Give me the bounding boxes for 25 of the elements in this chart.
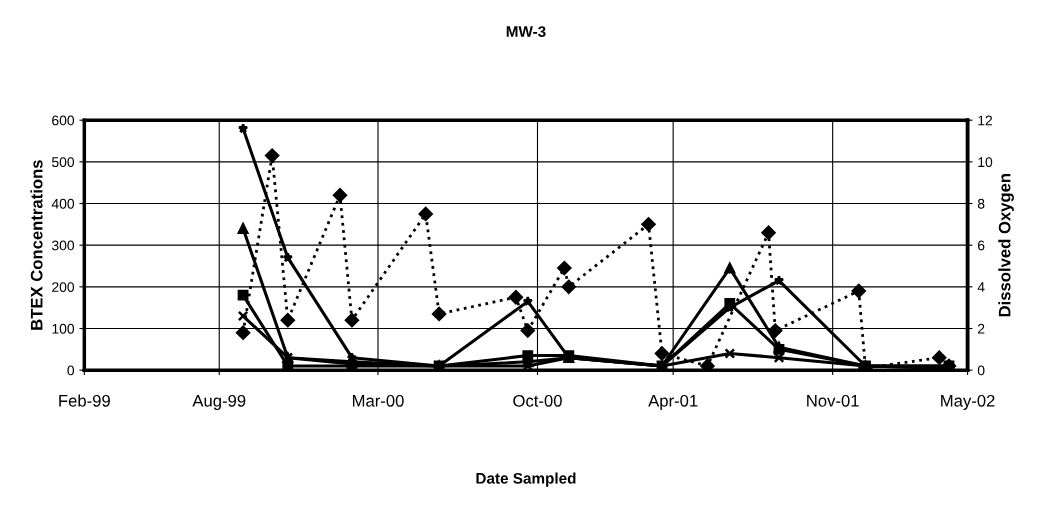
x-tick-label: Aug-99 xyxy=(192,394,246,411)
y2-tick-label: 10 xyxy=(978,157,993,168)
y-tick-label: 0 xyxy=(67,365,75,376)
y-tick-label: 600 xyxy=(52,115,75,126)
x-tick-label: May-02 xyxy=(941,394,995,411)
x-tick-label: Feb-99 xyxy=(59,394,110,407)
y2-tick-label: 0 xyxy=(977,365,985,376)
y-tick-label: 100 xyxy=(52,323,75,334)
x-tick-label: Nov-01 xyxy=(807,394,859,407)
y-tick-label: 300 xyxy=(51,240,75,251)
y2-tick-label: 6 xyxy=(978,240,985,251)
y2-tick-label: 8 xyxy=(977,198,985,209)
y-axis-title: BTEX Concentrations xyxy=(30,160,43,330)
y2-tick-label: 4 xyxy=(977,282,985,292)
y2-tick-label: 12 xyxy=(978,115,993,126)
x-tick-label: Oct-00 xyxy=(513,394,562,407)
y-tick-label: 500 xyxy=(51,157,75,168)
x-axis-title: Date Sampled xyxy=(476,472,576,487)
y-tick-label: 200 xyxy=(52,282,75,293)
x-tick-label: Apr-01 xyxy=(648,394,698,411)
y2-tick-label: 2 xyxy=(977,323,985,334)
chart-title: MW-3 xyxy=(506,26,546,38)
x-tick-label: Mar-00 xyxy=(352,394,404,407)
y-tick-label: 400 xyxy=(51,198,75,209)
y2-axis-title: Dissolved Oxygen xyxy=(998,173,1014,317)
